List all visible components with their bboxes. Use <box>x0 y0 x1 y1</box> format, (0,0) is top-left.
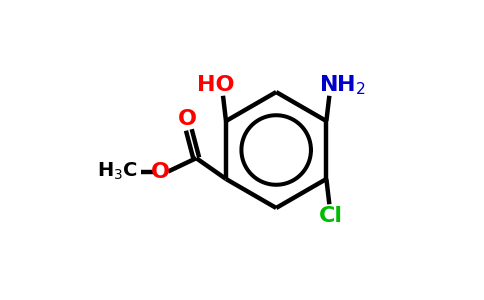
Text: HO: HO <box>197 75 234 95</box>
Text: O: O <box>151 162 170 182</box>
Text: H$_3$C: H$_3$C <box>97 161 138 182</box>
Text: NH$_2$: NH$_2$ <box>319 74 366 97</box>
Text: O: O <box>178 109 197 129</box>
Text: Cl: Cl <box>319 206 343 226</box>
